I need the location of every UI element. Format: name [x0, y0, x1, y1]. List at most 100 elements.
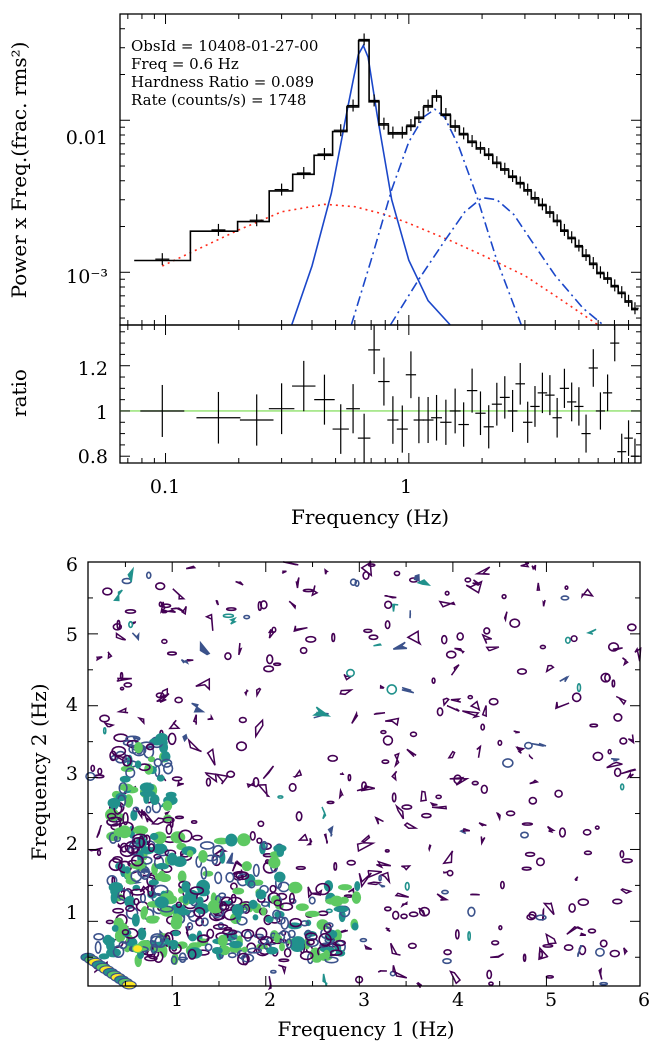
contour-blob [384, 594, 397, 599]
contour-band-blob [162, 816, 175, 824]
contour-band-blob [130, 854, 144, 867]
contour-blob [295, 865, 306, 871]
contour-band-blob [206, 928, 215, 939]
contour-blob [613, 713, 623, 722]
ratio-point [559, 368, 570, 408]
contour-blob [528, 796, 538, 805]
contour-band-blob [188, 942, 202, 949]
contour-blob [131, 632, 140, 642]
contour-blob [418, 906, 431, 917]
contour-band-blob [196, 934, 210, 943]
contour-blob [488, 981, 494, 986]
contour-blob [246, 780, 255, 789]
contour-band-blob [260, 907, 267, 916]
contour-band-blob [229, 940, 243, 949]
contour-blob [155, 582, 166, 591]
contour-blob [145, 571, 152, 580]
contour-blob [379, 871, 391, 885]
spectrum-point [440, 107, 452, 120]
contour-blob [615, 695, 627, 706]
contour-blob [99, 714, 110, 723]
contour-band-blob [269, 884, 277, 893]
ratio-points [140, 325, 640, 463]
contour-blob [142, 810, 154, 824]
contour-blob [224, 652, 232, 661]
contour-band-blob [155, 732, 168, 743]
contour-band-blob [248, 899, 258, 910]
ratio-point [332, 404, 349, 454]
contour-blob [564, 585, 569, 591]
contour-blob [403, 822, 419, 829]
contour-blob [358, 872, 372, 889]
ratio-frame [119, 324, 642, 464]
contour-band-blob [164, 938, 170, 945]
contour-blob [558, 827, 567, 838]
contour-band-blob [235, 912, 242, 921]
contour-band-blob [111, 745, 127, 757]
contour-blob [367, 881, 383, 886]
ratio-point [545, 375, 555, 416]
contour-band-blob [146, 947, 160, 960]
contour-blob [539, 644, 547, 650]
ratio-point [523, 401, 533, 443]
contour-blob [442, 697, 450, 707]
contour-blob [176, 779, 184, 787]
contour-blob [326, 800, 335, 805]
contour-band-blob [171, 930, 181, 937]
contour-band-blob [256, 837, 263, 844]
contour-blob [292, 768, 303, 779]
contour-blob [449, 776, 470, 786]
contour-blob [415, 981, 423, 989]
contour-blob [359, 937, 368, 943]
contour-band-blob [202, 870, 214, 877]
ratio-point [483, 405, 494, 449]
contour-xtick-5: 5 [545, 989, 557, 1011]
contour-blob [587, 928, 597, 934]
contour-blob [333, 862, 338, 871]
contour-blob [170, 607, 185, 613]
contour-blob [186, 658, 194, 662]
contour-blob [381, 759, 390, 765]
contour-blob [576, 683, 582, 693]
contour-blob [574, 876, 579, 882]
contour-band-blob [237, 833, 251, 847]
contour-band-blob [249, 831, 256, 841]
spectrum-point [296, 166, 311, 179]
annotation-rate: Rate (counts/s) = 1748 [131, 91, 306, 109]
contour-blob [156, 692, 170, 703]
contour-blob [392, 965, 408, 979]
contour-blob [123, 682, 133, 688]
ratio-ticks [120, 325, 642, 463]
contour-band-blob [187, 948, 197, 960]
contour-blob [620, 768, 637, 775]
contour-blob [347, 887, 355, 894]
contour-band-blob [273, 899, 282, 907]
contour-band-blob [200, 866, 208, 880]
contour-blob [190, 820, 198, 824]
contour-blob [226, 770, 236, 778]
contour-blob [343, 673, 354, 681]
contour-blob [257, 820, 265, 828]
contour-band-blob [167, 732, 177, 746]
contour-band-blob [351, 891, 362, 904]
contour-blob [360, 560, 373, 578]
contour-band-blob [147, 843, 155, 853]
contour-blob [172, 588, 186, 600]
contour-blob [465, 580, 483, 594]
spectrum-point [423, 99, 434, 112]
contour-band-blob [217, 922, 225, 929]
contour-band-blob [160, 758, 173, 768]
contour-blob [571, 692, 582, 703]
contour-blob [327, 754, 339, 762]
spectrum-point [610, 279, 619, 292]
ratio-point [630, 438, 640, 463]
contour-blob [503, 611, 508, 623]
contour-blob [288, 600, 297, 610]
contour-blob [613, 767, 622, 778]
contour-blob [520, 562, 530, 568]
contour-blob [158, 601, 163, 608]
contour-peak [131, 944, 144, 954]
contour-blob [401, 865, 412, 871]
contour-blob [529, 779, 540, 785]
spectrum-xlabel: Frequency (Hz) [291, 505, 449, 529]
